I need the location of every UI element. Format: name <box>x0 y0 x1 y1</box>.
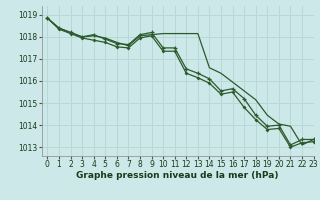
X-axis label: Graphe pression niveau de la mer (hPa): Graphe pression niveau de la mer (hPa) <box>76 171 279 180</box>
